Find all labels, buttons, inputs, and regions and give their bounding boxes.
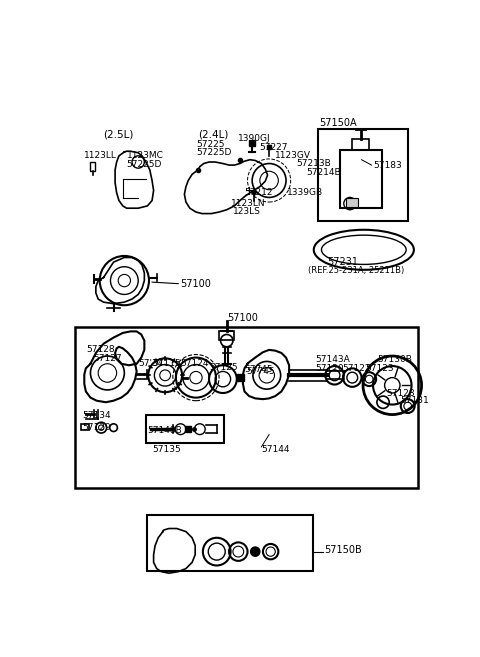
Text: 57100: 57100	[227, 313, 258, 323]
Text: 57745: 57745	[244, 365, 273, 374]
Text: 57122: 57122	[342, 364, 371, 373]
Text: 57225: 57225	[196, 140, 225, 148]
Bar	[219, 330, 234, 340]
Text: 123LS: 123LS	[233, 207, 261, 215]
Text: 57125: 57125	[209, 363, 238, 372]
Text: 57745: 57745	[246, 367, 275, 376]
Bar	[147, 516, 313, 571]
Text: 57115: 57115	[152, 359, 181, 368]
Bar	[146, 415, 225, 443]
Text: 57214B: 57214B	[306, 168, 341, 177]
Text: 57231: 57231	[327, 257, 358, 267]
Text: 1390GJ: 1390GJ	[238, 135, 271, 143]
Text: 57135: 57135	[152, 445, 181, 455]
Bar	[90, 162, 95, 171]
Text: 57183: 57183	[373, 160, 402, 170]
Text: 57131: 57131	[400, 396, 429, 405]
Bar	[237, 374, 244, 382]
Text: 1339GB: 1339GB	[287, 189, 323, 197]
Bar	[346, 198, 358, 208]
Text: (2.5L): (2.5L)	[104, 129, 134, 139]
Text: 57129: 57129	[83, 423, 111, 432]
Text: 57127: 57127	[94, 354, 122, 363]
Bar	[318, 129, 408, 221]
Text: 57120: 57120	[315, 364, 344, 373]
Text: 57123: 57123	[365, 364, 394, 373]
Text: 1123GV: 1123GV	[275, 151, 311, 160]
Text: 57143A: 57143A	[315, 355, 350, 365]
Text: 57134: 57134	[83, 411, 111, 420]
Text: 57150A: 57150A	[319, 118, 357, 127]
Text: 57'34: 57'34	[138, 359, 164, 368]
Text: (REF.25-231A, 25211B): (REF.25-231A, 25211B)	[308, 266, 404, 275]
Text: 57225D: 57225D	[127, 160, 162, 169]
Text: 57124: 57124	[180, 359, 209, 368]
Text: 57213B: 57213B	[296, 159, 331, 168]
Text: 57128: 57128	[86, 346, 114, 354]
Bar	[352, 139, 369, 150]
Text: (2.4L): (2.4L)	[198, 129, 228, 139]
Bar	[75, 327, 418, 489]
Text: 57227: 57227	[259, 143, 288, 152]
Text: 1123LL: 1123LL	[84, 151, 117, 160]
Text: 57148B: 57148B	[147, 426, 182, 435]
Bar	[340, 150, 382, 208]
Text: 57128: 57128	[386, 388, 415, 397]
Text: 1123LN: 1123LN	[230, 199, 265, 208]
Text: 57212: 57212	[244, 189, 273, 197]
Bar	[81, 424, 89, 430]
Circle shape	[251, 547, 260, 556]
Text: 57225D: 57225D	[196, 148, 231, 157]
Text: 57130B: 57130B	[377, 355, 412, 365]
Text: 57144: 57144	[262, 445, 290, 455]
Text: 57100: 57100	[180, 279, 211, 288]
Text: 57150B: 57150B	[324, 545, 362, 555]
Text: 1123MC: 1123MC	[127, 151, 164, 160]
